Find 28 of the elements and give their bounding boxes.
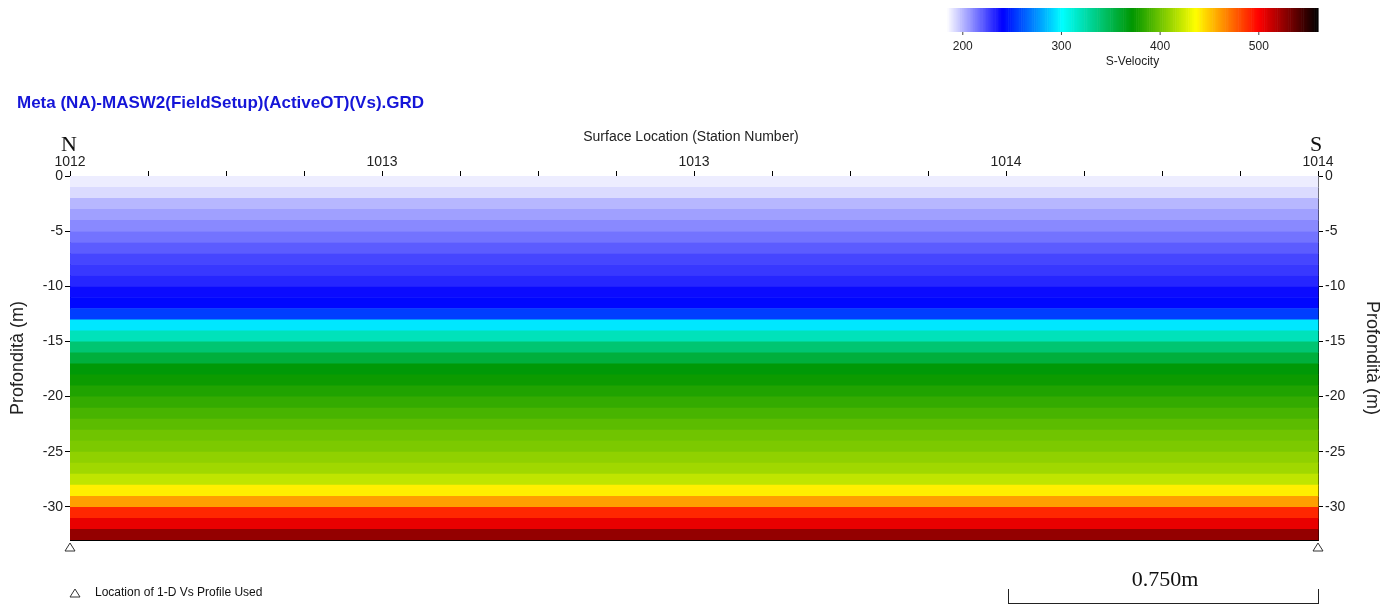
y2-tick-label: -15 [1325, 332, 1346, 349]
y-tick-label: -20 [42, 387, 64, 404]
y-tick-label: -15 [42, 332, 64, 349]
x2-tick-label: 1013 [678, 153, 710, 170]
y2-axis-title: Profondità (m) [1363, 300, 1384, 416]
text: S [1309, 130, 1323, 156]
text: N [61, 130, 78, 156]
text: Location of 1-D Vs Profile Used [95, 585, 263, 600]
color-bar-label: 200 [952, 39, 974, 54]
y2-tick-label: -10 [1325, 277, 1346, 294]
y-tick-label: -30 [42, 497, 64, 514]
text: 0.750m [1131, 565, 1199, 591]
color-bar-title: S-Velocity [1105, 54, 1160, 69]
color-bar-label: 500 [1248, 39, 1270, 54]
y2-tick-label: -25 [1325, 442, 1346, 459]
y-axis-title: Profondità (m) [6, 300, 27, 416]
y-tick-label: -25 [42, 442, 64, 459]
y-tick-label: -5 [50, 222, 64, 239]
y-tick-label: -10 [42, 277, 64, 294]
x2-axis-title: Surface Location (Station Number) [583, 127, 799, 144]
y2-tick-label: -30 [1325, 497, 1346, 514]
y2-tick-label: -20 [1325, 387, 1346, 404]
color-bar-label: 300 [1051, 39, 1072, 54]
x2-tick-label: 1013 [366, 153, 398, 170]
chart-title: Meta (NA)-MASW2(FieldSetup)(ActiveOT)(Vs).GRD [17, 92, 425, 112]
x2-tick-label: 1014 [990, 153, 1022, 170]
y2-tick-label: -5 [1325, 222, 1338, 239]
color-bar-label: 400 [1150, 39, 1171, 54]
